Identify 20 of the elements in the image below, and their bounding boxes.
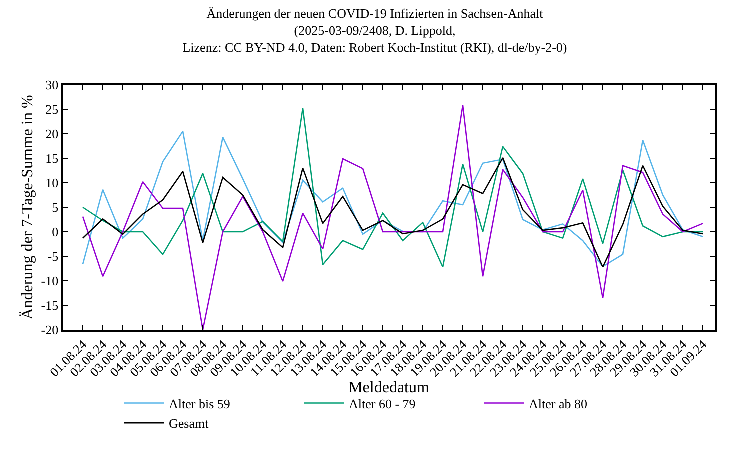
y-tick-label: -5 — [48, 249, 59, 264]
y-tick-label: -10 — [41, 274, 59, 289]
y-tick-label: 10 — [46, 176, 59, 191]
x-axis-title: Meldedatum — [348, 380, 430, 397]
legend-label: Alter bis 59 — [169, 396, 230, 412]
chart-title: Änderungen der neuen COVID-19 Infizierten in Sachsen-Anhalt (2025-03-09/2408, D. Lippold, Lizenz: CC BY-ND 4.0, Daten: Robert Koch-Institut (RKI), dl-de/by-2-0) — [182, 6, 568, 55]
legend-label: Gesamt — [169, 416, 210, 432]
legend-label: Alter 60 - 79 — [349, 396, 416, 412]
line-series — [82, 157, 704, 268]
y-tick-label: 25 — [46, 102, 59, 118]
y-tick-label: 0 — [52, 224, 59, 240]
y-tick-label: -20 — [41, 322, 59, 338]
y-tick-label: 5 — [52, 200, 59, 216]
y-tick-label: 20 — [46, 126, 59, 142]
y-tick-label: 15 — [46, 151, 59, 166]
y-axis-title: Änderung der 7-Tage-Summe in % — [20, 95, 37, 320]
legend-label: Alter ab 80 — [529, 396, 588, 412]
y-tick-label: -15 — [41, 298, 59, 314]
line-series — [82, 104, 704, 330]
y-tick-label: 30 — [46, 78, 59, 93]
